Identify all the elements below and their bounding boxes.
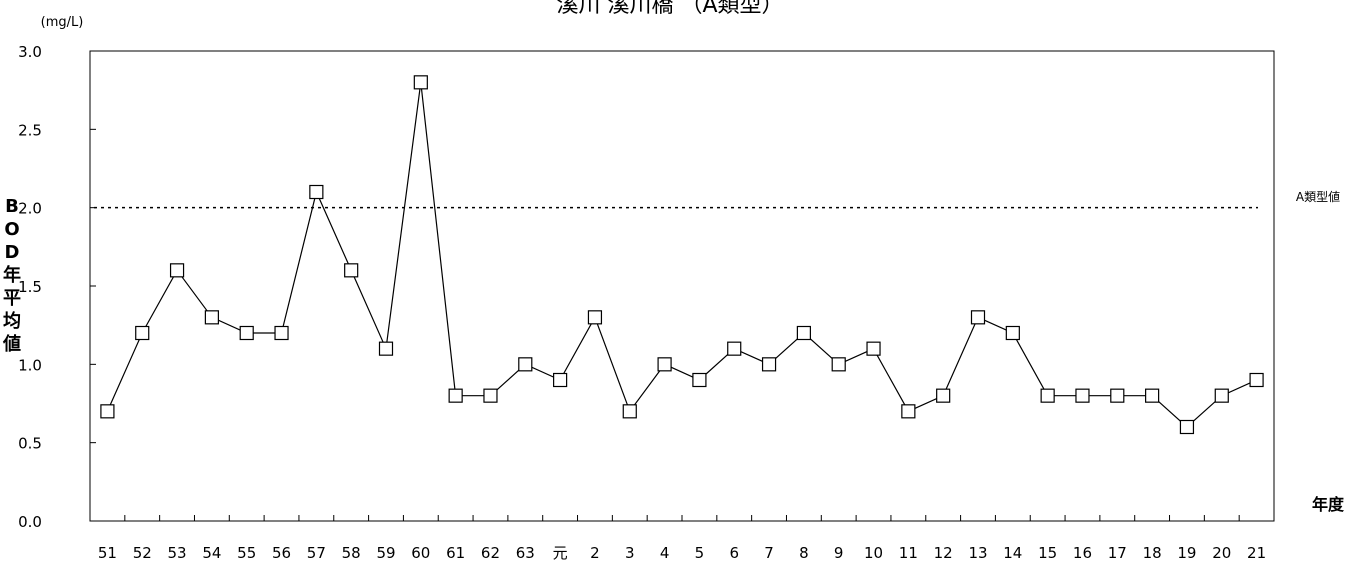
y-axis-title-char: O [4, 219, 19, 240]
data-point-marker [378, 341, 394, 356]
y-axis-title-char: D [5, 242, 20, 263]
x-tick-label: 59 [376, 544, 395, 562]
y-tick-label: 2.5 [18, 121, 42, 139]
x-tick-label: 60 [411, 544, 430, 562]
data-point-marker [761, 357, 777, 372]
x-tick-label: 54 [202, 544, 221, 562]
x-axis-label: 年度 [1312, 495, 1345, 514]
data-point-marker [622, 404, 637, 419]
data-point-marker [239, 325, 254, 341]
y-axis-title-char: B [5, 196, 19, 217]
x-tick-label: 62 [481, 544, 500, 562]
data-point-marker [1040, 388, 1055, 403]
x-tick-label: 15 [1038, 544, 1057, 562]
data-point-marker [100, 404, 115, 419]
x-tick-label: 11 [899, 544, 918, 562]
y-tick-label: 2.0 [18, 200, 42, 218]
y-tick-label: 1.5 [18, 278, 42, 296]
y-axis-title-char: 均 [3, 310, 21, 332]
data-point-marker [831, 357, 846, 372]
x-tick-label: 51 [98, 544, 117, 562]
data-point-marker [901, 404, 916, 419]
data-point-marker [1110, 388, 1125, 403]
data-point-marker [1075, 388, 1090, 403]
x-tick-label: 17 [1108, 544, 1127, 562]
x-tick-label: 5 [695, 544, 705, 562]
x-tick-label: 14 [1003, 544, 1022, 562]
x-tick-label: 9 [834, 544, 844, 562]
data-point-marker [1179, 419, 1195, 435]
y-unit-label: (mg/L) [41, 15, 84, 30]
data-point-marker [413, 75, 428, 90]
x-tick-label: 13 [968, 544, 987, 562]
y-axis-title-char: 値 [2, 333, 21, 355]
y-axis-ticks: 0.0 0.5 1.0 1.5 2.0 2.5 3.0 [18, 43, 96, 531]
data-point-marker [692, 372, 707, 388]
y-tick-label: 0.0 [18, 513, 42, 531]
data-point-marker [796, 325, 811, 341]
series-markers [100, 75, 1264, 435]
x-tick-label: 3 [625, 544, 635, 562]
data-point-marker [970, 310, 986, 325]
data-point-marker [448, 388, 463, 403]
x-tick-label: 19 [1177, 544, 1196, 562]
data-point-marker [1249, 372, 1264, 388]
data-point-marker [553, 372, 568, 388]
data-point-marker [1145, 388, 1160, 403]
x-axis-ticks: 51 52 53 54 55 56 57 58 59 60 61 62 63 元 2 3 4 5 6 7 8 9 10 11 1… [98, 515, 1266, 562]
x-tick-label: 61 [446, 544, 465, 562]
x-tick-label: 4 [660, 544, 670, 562]
data-point-marker [309, 184, 324, 200]
data-point-marker [1005, 325, 1020, 341]
data-point-marker [587, 310, 603, 325]
x-tick-label: 20 [1212, 544, 1231, 562]
data-point-marker [657, 357, 672, 372]
x-tick-label: 52 [133, 544, 152, 562]
data-point-marker [1214, 388, 1229, 403]
x-tick-label: 7 [764, 544, 774, 562]
x-tick-label: 16 [1073, 544, 1092, 562]
data-point-marker [518, 357, 533, 372]
series-line [106, 82, 1257, 428]
data-point-marker [727, 341, 742, 356]
data-point-marker [483, 388, 498, 403]
y-axis-title-char: 平 [3, 288, 21, 309]
x-tick-label: 53 [168, 544, 187, 562]
x-tick-label: 57 [307, 544, 326, 562]
data-point-marker [274, 325, 289, 341]
y-tick-label: 1.0 [18, 356, 42, 374]
data-point-marker [344, 263, 359, 278]
x-tick-label: 8 [799, 544, 809, 562]
plot-area [89, 50, 1275, 522]
data-point-marker [204, 310, 219, 325]
x-tick-label: 元 [553, 544, 568, 562]
x-tick-label: 56 [272, 544, 291, 562]
chart-title: 溪川 溪川橋 （A類型） [556, 0, 783, 18]
x-tick-label: 6 [729, 544, 739, 562]
y-axis-title-char: 年 [3, 264, 21, 286]
data-point-marker [936, 388, 951, 403]
x-tick-label: 2 [590, 544, 600, 562]
x-tick-label: 55 [237, 544, 256, 562]
y-tick-label: 0.5 [18, 435, 42, 453]
x-tick-label: 21 [1247, 544, 1266, 562]
data-point-marker [866, 341, 881, 356]
x-tick-label: 58 [342, 544, 361, 562]
x-tick-label: 63 [516, 544, 535, 562]
x-tick-label: 18 [1143, 544, 1162, 562]
x-tick-label: 10 [864, 544, 883, 562]
y-tick-label: 3.0 [18, 43, 42, 61]
reference-line-label: A類型値 [1296, 189, 1340, 204]
x-tick-label: 12 [934, 544, 953, 562]
data-point-marker [169, 263, 185, 278]
data-point-marker [135, 325, 150, 341]
